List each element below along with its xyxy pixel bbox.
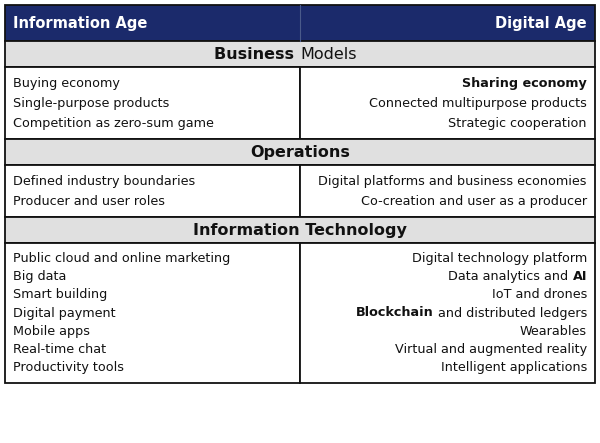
Text: AI: AI [572,270,587,283]
Text: Business: Business [214,47,300,62]
Bar [5,243,300,383]
Text: Digital Age: Digital Age [496,16,587,31]
Text: Real-time chat: Real-time chat [13,343,106,356]
Text: Models: Models [300,47,356,62]
Text: Digital platforms and business economies: Digital platforms and business economies [319,175,587,187]
Bar [5,67,300,139]
Text: Operations: Operations [250,144,350,159]
Text: Data analytics and: Data analytics and [448,270,572,283]
Text: Competition as zero-sum game: Competition as zero-sum game [13,117,214,129]
Text: Buying economy: Buying economy [13,77,120,89]
Text: Single-purpose products: Single-purpose products [13,97,169,109]
Bar [5,41,595,67]
Bar [300,67,595,139]
Text: Digital technology platform: Digital technology platform [412,252,587,264]
Text: Strategic cooperation: Strategic cooperation [449,117,587,129]
Bar [5,139,595,165]
Text: Connected multipurpose products: Connected multipurpose products [369,97,587,109]
Text: Productivity tools: Productivity tools [13,361,124,374]
Text: and distributed ledgers: and distributed ledgers [434,307,587,319]
Text: Wearables: Wearables [520,325,587,338]
Text: Information Age: Information Age [13,16,148,31]
Text: Blockchain: Blockchain [356,307,434,319]
Text: Big data: Big data [13,270,67,283]
Text: Intelligent applications: Intelligent applications [440,361,587,374]
Text: Information Technology: Information Technology [193,222,407,237]
Text: IoT and drones: IoT and drones [491,288,587,301]
Text: Public cloud and online marketing: Public cloud and online marketing [13,252,230,264]
Text: Mobile apps: Mobile apps [13,325,90,338]
Bar [5,5,595,41]
Text: Producer and user roles: Producer and user roles [13,194,165,207]
Text: Digital payment: Digital payment [13,307,116,319]
Text: Sharing economy: Sharing economy [462,77,587,89]
Bar [5,165,300,217]
Text: Smart building: Smart building [13,288,107,301]
Bar [300,165,595,217]
Text: Defined industry boundaries: Defined industry boundaries [13,175,195,187]
Bar [300,243,595,383]
Text: Co-creation and user as a producer: Co-creation and user as a producer [361,194,587,207]
Text: Virtual and augmented reality: Virtual and augmented reality [395,343,587,356]
Bar [5,217,595,243]
